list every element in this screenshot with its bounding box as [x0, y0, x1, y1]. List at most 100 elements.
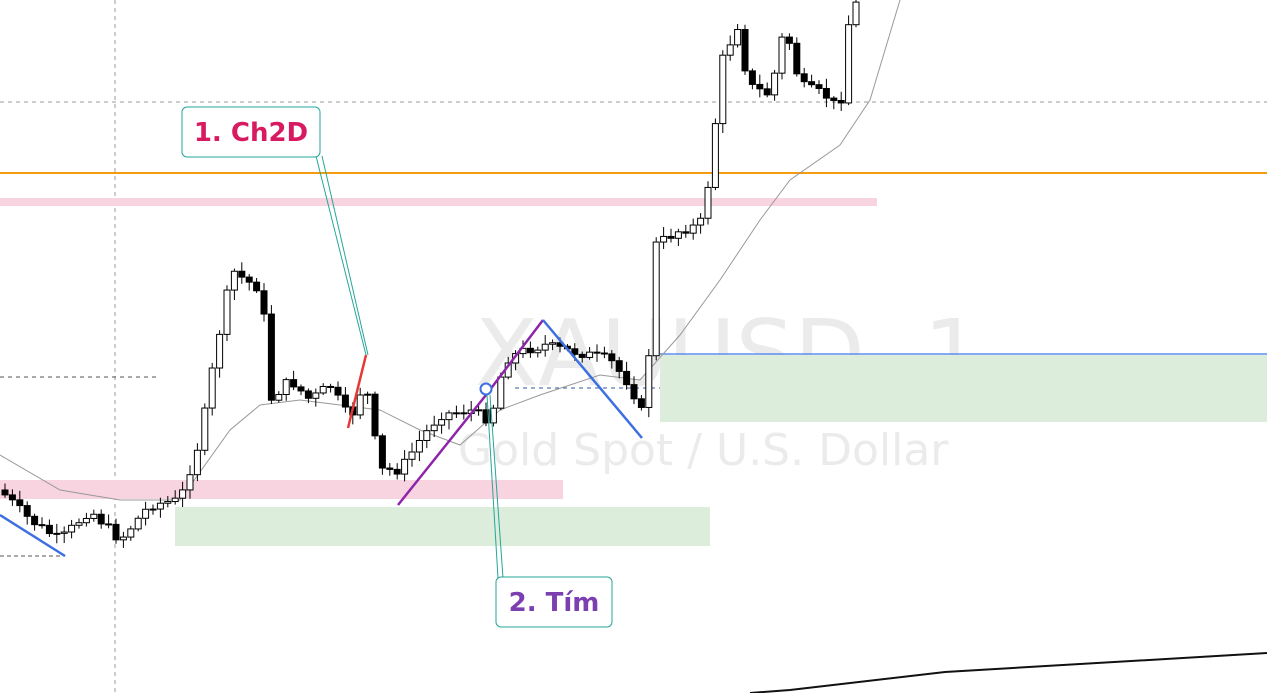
candle-body [260, 290, 268, 315]
candle-body [216, 333, 224, 369]
resistance-zone [0, 198, 877, 206]
candle-body [497, 376, 505, 409]
candle-body [726, 44, 734, 56]
candle-body [482, 409, 490, 424]
candle-body [1, 489, 9, 496]
candle-body [304, 390, 312, 399]
candle-body [793, 42, 801, 75]
callout-label: 2. Tím [509, 588, 600, 618]
candle-body [667, 235, 675, 239]
ma-line [0, 0, 901, 501]
candle-body [282, 379, 290, 396]
blue-leg [0, 513, 66, 558]
candle-body [253, 281, 261, 292]
candle-body [142, 508, 150, 519]
demand-zone [175, 507, 710, 546]
candle-body [704, 186, 712, 219]
candle-body [386, 467, 394, 470]
candle-body [82, 517, 90, 524]
candle-body [615, 360, 623, 372]
candle-body [489, 407, 497, 424]
candle-body [600, 352, 608, 355]
candle-body [756, 83, 764, 90]
candle-body [179, 489, 187, 499]
anchor-point [479, 382, 493, 396]
demand-zone [660, 355, 1267, 422]
blue-leg [542, 319, 643, 439]
watermark-description: Gold Spot / U.S. Dollar [458, 425, 949, 476]
candle-body [334, 386, 342, 396]
candle-body [808, 81, 816, 86]
candle-body [430, 424, 438, 432]
candle-body [267, 313, 275, 401]
candle-body [134, 517, 142, 530]
candle-body [16, 499, 24, 507]
candle-body [623, 370, 631, 386]
candle-body [105, 523, 113, 526]
candle-body [526, 347, 534, 354]
candle-body [364, 393, 372, 396]
candle-body [230, 270, 238, 291]
candle-body [637, 398, 645, 408]
candle-body [112, 523, 120, 541]
candle-body [119, 536, 127, 541]
moving-average [0, 0, 901, 501]
candle-body [127, 528, 135, 538]
candle-body [445, 412, 453, 421]
candle-body [460, 412, 468, 415]
candle-body [378, 435, 386, 469]
candle-body [223, 289, 231, 335]
candle-body [90, 513, 98, 519]
supply-zone [0, 480, 563, 499]
candle-body [297, 386, 305, 392]
candle-body [401, 458, 409, 475]
candle-body [652, 241, 660, 357]
candle-body [423, 430, 431, 441]
candle-body [31, 515, 39, 526]
candle-body [356, 394, 364, 416]
candle-body [156, 502, 164, 510]
candle-body [341, 394, 349, 408]
candle-body [778, 36, 786, 74]
candle-body [630, 384, 638, 400]
callout-pointer [486, 394, 499, 579]
candle-body [164, 501, 172, 504]
candle-body [822, 87, 830, 99]
candle-body [275, 394, 283, 401]
candle-body [149, 508, 157, 511]
candle-body [75, 522, 83, 526]
candle-body [549, 342, 557, 345]
candle-body [171, 497, 179, 503]
candle-body [534, 349, 542, 354]
candle-body [186, 474, 194, 491]
candle-body [23, 505, 31, 517]
candle-body [327, 385, 335, 388]
candle-body [689, 224, 697, 234]
candle-body [208, 367, 216, 409]
candle-body [800, 73, 808, 83]
candle-body [845, 24, 853, 104]
candle-body [741, 29, 749, 72]
red-leg [346, 354, 368, 429]
candle-body [68, 524, 76, 533]
candle-body [682, 231, 690, 234]
candle-body [645, 355, 653, 408]
candle-body [711, 123, 719, 188]
candle-body [837, 99, 845, 104]
candle-body [719, 54, 727, 125]
candle-body [674, 231, 682, 239]
candle-body [312, 392, 320, 399]
candle-body [830, 97, 838, 101]
candle-body [697, 217, 705, 226]
candle-body [393, 468, 401, 475]
candle-body [578, 353, 586, 358]
candle-body [593, 351, 601, 354]
candle-body [438, 419, 446, 426]
candle-body [586, 351, 594, 358]
long-average [749, 652, 1267, 693]
candle-body [319, 385, 327, 394]
candle-body [815, 84, 823, 89]
candle-body [475, 409, 483, 412]
